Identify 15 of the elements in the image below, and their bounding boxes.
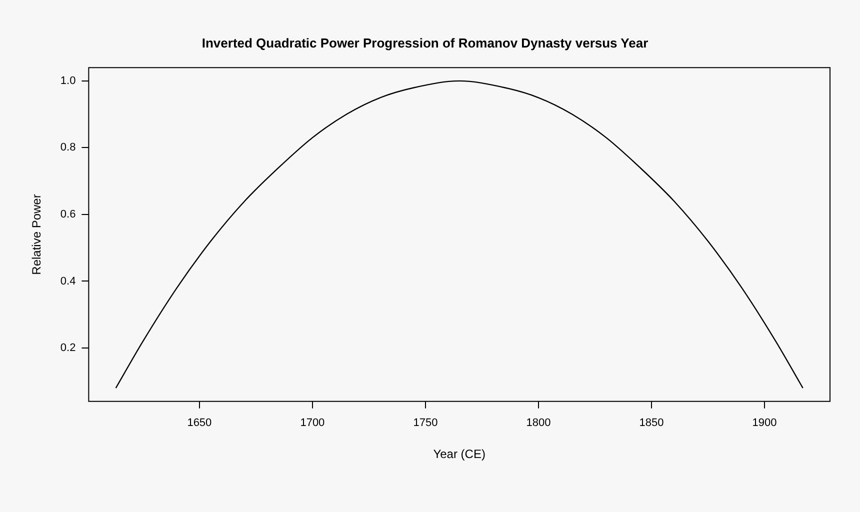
y-tick-label: 1.0 — [60, 74, 76, 87]
line-series — [115, 80, 804, 389]
y-tick-label: 0.4 — [60, 275, 76, 288]
x-tick-label: 1750 — [413, 417, 438, 430]
x-tick-label: 1900 — [752, 417, 777, 430]
y-axis-title: Relative Power — [30, 194, 44, 275]
chart-title: Inverted Quadratic Power Progression of Romanov Dynasty versus Year — [202, 35, 648, 50]
x-axis-title: Year (CE) — [433, 447, 486, 462]
x-tick-label: 1650 — [187, 417, 212, 430]
x-tick-label: 1800 — [526, 417, 551, 430]
x-tick-label: 1850 — [639, 417, 664, 430]
x-tick-label: 1700 — [300, 417, 325, 430]
y-tick-label: 0.6 — [60, 208, 76, 221]
y-tick-label: 0.2 — [60, 342, 76, 354]
y-tick-label: 0.8 — [60, 142, 76, 154]
